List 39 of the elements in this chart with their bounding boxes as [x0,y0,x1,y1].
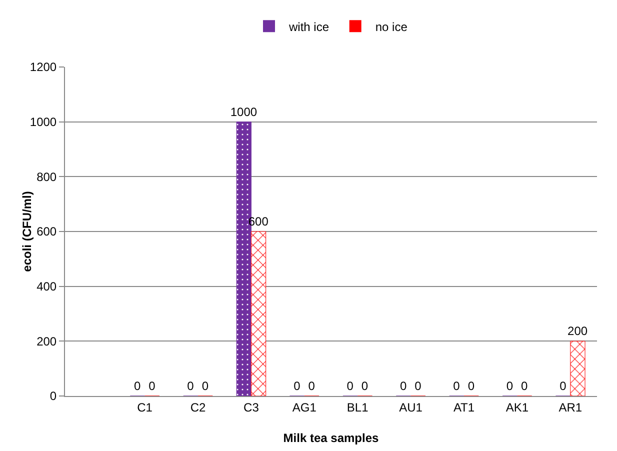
x-tick-label: C3 [244,400,260,414]
y-tick-label: 400 [36,280,57,294]
data-label: 0 [414,379,422,393]
data-label: 0 [521,379,528,393]
legend-label: with ice [288,20,330,34]
y-tick-label: 1000 [30,115,57,130]
x-tick-label: AK1 [506,400,529,414]
x-axis-title: Milk tea samples [283,431,380,445]
y-axis-title: ecoli (CFU/ml) [20,191,34,272]
data-label: 0 [148,379,156,393]
bar [570,340,586,396]
y-tick-label: 0 [50,389,57,404]
x-tick-label: C1 [137,400,153,414]
data-label: 0 [346,379,354,393]
y-tick-label: 600 [36,224,57,239]
x-tick-label: AG1 [292,400,317,414]
y-tick-label: 1200 [30,60,57,74]
data-label: 0 [468,379,475,393]
data-label: 200 [568,324,588,338]
x-tick-label: C2 [190,400,206,414]
data-label: 0 [361,379,368,393]
x-tick-label: AR1 [558,400,582,414]
data-label: 1000 [230,104,258,119]
data-label: 0 [560,379,567,393]
data-label: 0 [294,379,301,393]
data-label: 0 [134,379,141,393]
y-tick-label: 800 [36,170,57,184]
data-label: 0 [453,379,460,393]
data-label: 0 [308,379,316,393]
legend-label: no ice [375,20,408,34]
bar [250,231,266,396]
data-label: 0 [400,379,407,393]
x-tick-label: AU1 [399,400,423,414]
data-label: 0 [506,379,514,393]
data-label: 0 [202,379,209,393]
x-tick-label: BL1 [346,400,369,414]
y-tick-label: 200 [36,334,57,348]
data-label: 0 [187,379,194,393]
x-tick-label: AT1 [453,400,475,414]
